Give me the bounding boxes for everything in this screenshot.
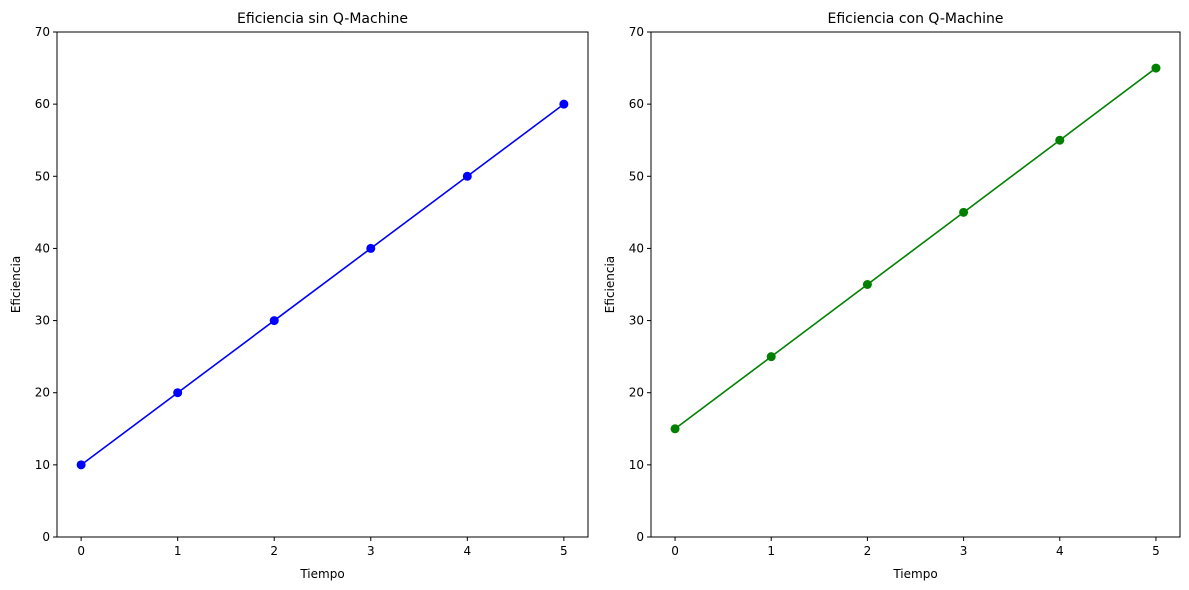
y-tick-label: 20 <box>629 386 644 400</box>
x-axis-label: Tiempo <box>892 567 937 581</box>
y-tick-label: 50 <box>629 169 644 183</box>
data-point <box>766 352 776 362</box>
series-line <box>80 103 565 466</box>
series-line <box>674 67 1157 430</box>
y-axis-label: Eficiencia <box>9 256 23 313</box>
y-tick-label: 10 <box>629 458 644 472</box>
data-point <box>76 460 86 470</box>
y-tick-label: 0 <box>42 530 50 544</box>
chart-left: Eficiencia sin Q-Machine Tiempo Eficienc… <box>9 11 589 581</box>
x-axis-label: Tiempo <box>299 567 344 581</box>
y-tick-label: 0 <box>636 530 644 544</box>
x-tick-label: 5 <box>1152 544 1160 558</box>
y-tick-label: 20 <box>35 386 50 400</box>
data-point <box>1151 63 1161 73</box>
x-tick-label: 4 <box>463 544 471 558</box>
chart-right: Eficiencia con Q-Machine Tiempo Eficienc… <box>603 11 1181 581</box>
x-tick-label: 0 <box>671 544 679 558</box>
chart-title: Eficiencia sin Q-Machine <box>237 11 408 27</box>
data-point <box>862 280 872 289</box>
x-tick-label: 3 <box>367 544 375 558</box>
y-axis-label: Eficiencia <box>603 256 617 313</box>
axes-frame <box>650 31 1181 538</box>
x-tick-label: 1 <box>767 544 775 558</box>
x-tick-label: 2 <box>270 544 278 558</box>
y-tick-label: 60 <box>629 97 644 111</box>
x-tick-label: 3 <box>960 544 968 558</box>
y-tick-label: 40 <box>629 241 644 255</box>
data-point <box>269 316 279 326</box>
axes-frame <box>56 31 589 538</box>
data-point <box>959 207 969 217</box>
x-tick-label: 0 <box>77 544 85 558</box>
plot-area <box>76 99 569 470</box>
data-point <box>1055 135 1065 145</box>
data-point <box>670 424 680 434</box>
x-tick-label: 1 <box>174 544 182 558</box>
y-tick-label: 30 <box>35 314 50 328</box>
data-point <box>462 171 472 181</box>
y-tick-label: 70 <box>629 25 644 39</box>
chart-title: Eficiencia con Q-Machine <box>827 11 1003 27</box>
data-point <box>366 243 376 253</box>
plot-area <box>670 63 1161 434</box>
data-point <box>559 99 569 109</box>
x-tick-label: 2 <box>864 544 872 558</box>
x-tick-label: 5 <box>560 544 568 558</box>
x-tick-label: 4 <box>1056 544 1064 558</box>
data-point <box>173 388 183 398</box>
y-tick-label: 70 <box>35 25 50 39</box>
y-tick-label: 40 <box>35 241 50 255</box>
y-tick-label: 50 <box>35 169 50 183</box>
y-tick-label: 60 <box>35 97 50 111</box>
y-tick-label: 30 <box>629 314 644 328</box>
y-tick-label: 10 <box>35 458 50 472</box>
